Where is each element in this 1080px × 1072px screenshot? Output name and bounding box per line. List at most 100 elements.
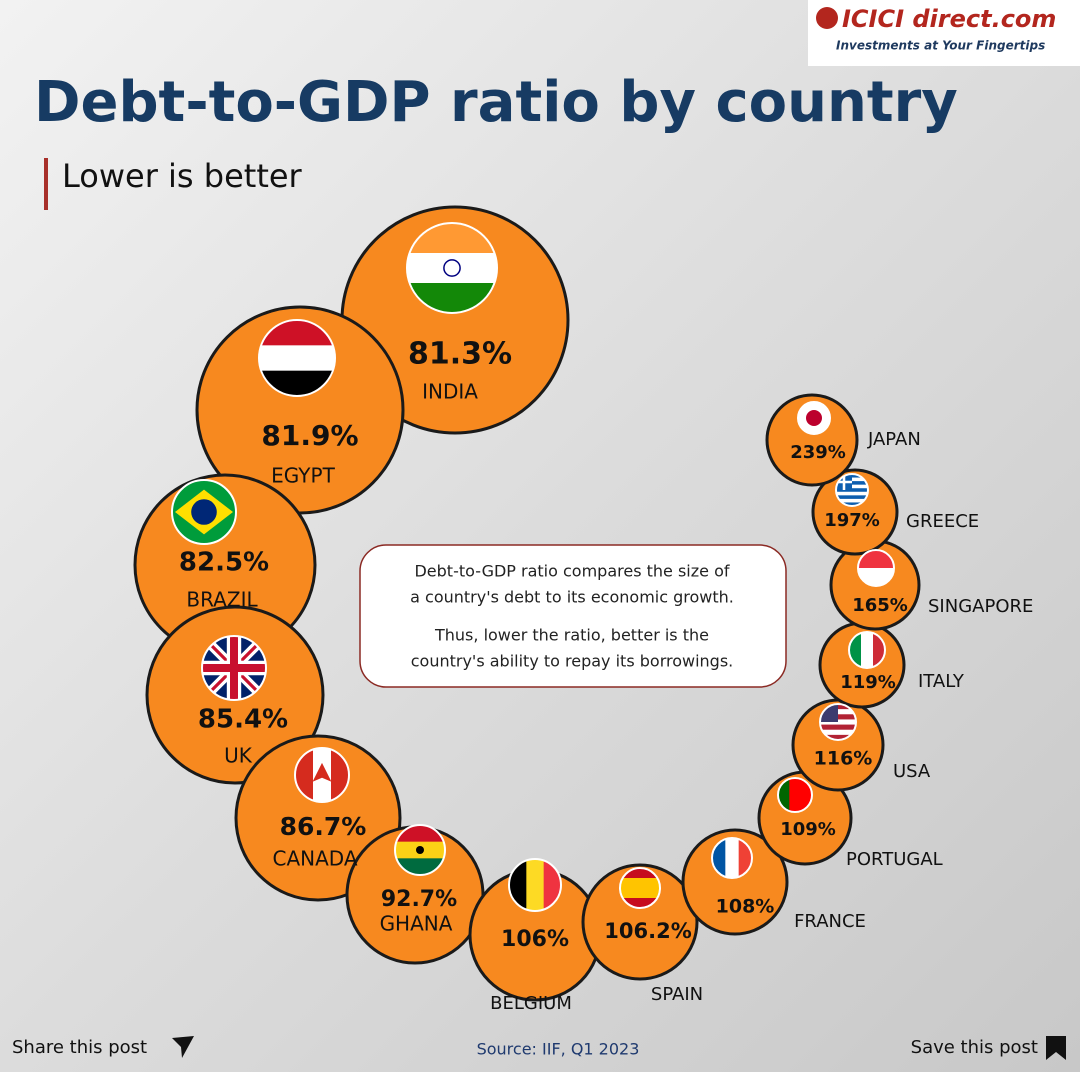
flag-stripe xyxy=(820,719,856,726)
flag-stripe xyxy=(836,495,868,500)
flag-stripe xyxy=(836,498,868,503)
bubbles: 81.3% INDIA 81.9% EGYPT 82.5% BRAZIL 85.4% UK 86… xyxy=(133,205,1033,1014)
flag-stripe xyxy=(620,888,660,899)
country-value: 106.2% xyxy=(604,919,691,943)
flag-stripe xyxy=(789,778,802,812)
country-value: 86.7% xyxy=(280,812,367,841)
country-name: GHANA xyxy=(380,912,453,936)
save-button[interactable]: Save this post xyxy=(911,1037,1038,1058)
country-value: 108% xyxy=(716,896,775,918)
country-name: USA xyxy=(893,761,931,782)
bubble xyxy=(581,863,699,981)
flag-stripe xyxy=(407,253,497,284)
source: Source: IIF, Q1 2023 xyxy=(477,1040,640,1059)
brand-logo xyxy=(816,7,838,29)
country-value: 92.7% xyxy=(381,887,457,912)
country-name: JAPAN xyxy=(867,429,921,450)
country-value: 82.5% xyxy=(179,548,269,578)
country-name: FRANCE xyxy=(794,911,866,932)
flag-border xyxy=(835,473,869,507)
flag-emblem xyxy=(416,846,424,854)
note-line: Thus, lower the ratio, better is the xyxy=(434,626,709,645)
flag-stripe xyxy=(836,491,868,496)
flag-border xyxy=(394,824,446,876)
country-name: CANADA xyxy=(272,847,357,871)
country-value: 85.4% xyxy=(198,705,288,735)
note-box xyxy=(359,544,787,688)
flag-border xyxy=(201,635,267,701)
brand-box xyxy=(808,0,1080,66)
bubble xyxy=(681,828,789,936)
country-name: ITALY xyxy=(918,671,965,692)
share-button[interactable]: Share this post xyxy=(12,1037,147,1058)
subtitle: Lower is better xyxy=(62,157,303,195)
flag-border xyxy=(508,858,562,912)
country-name: BRAZIL xyxy=(186,588,258,612)
country-name: BELGIUM xyxy=(490,993,572,1014)
flag-border xyxy=(777,777,813,813)
flag xyxy=(259,320,335,396)
country-name: EGYPT xyxy=(271,464,335,488)
subtitle-bar xyxy=(44,158,48,210)
flag-stripe xyxy=(620,898,660,908)
country-value: 81.9% xyxy=(261,419,358,452)
save-icon[interactable] xyxy=(1046,1036,1066,1060)
flag-stripe xyxy=(526,859,545,911)
country-value: 109% xyxy=(780,819,836,840)
flag xyxy=(778,778,812,812)
bubble xyxy=(765,393,859,487)
country-name: GREECE xyxy=(906,511,979,532)
flag-stripe xyxy=(820,729,856,736)
flag-sun xyxy=(806,410,822,426)
flag-stripe xyxy=(836,488,868,493)
note-line: Debt-to-GDP ratio compares the size of xyxy=(414,562,729,581)
country-value: 116% xyxy=(814,748,873,770)
flag-border xyxy=(857,549,895,587)
flag-border xyxy=(797,401,831,435)
country-value: 81.3% xyxy=(408,337,512,372)
flag-cross xyxy=(202,636,266,700)
note-line: country's ability to repay its borrowing… xyxy=(411,652,734,671)
title: Debt-to-GDP ratio by country xyxy=(34,70,958,135)
flag-stripe xyxy=(778,778,790,812)
flag-stripe xyxy=(620,868,660,879)
country-name: UK xyxy=(224,744,253,768)
flag-border xyxy=(258,319,336,397)
flag-stripe xyxy=(861,632,874,668)
country-value: 165% xyxy=(852,595,908,616)
country-value: 106% xyxy=(501,927,569,952)
flag-stripe xyxy=(259,345,335,372)
flag-border xyxy=(619,867,661,909)
flag-stripe xyxy=(620,878,660,889)
brand-tagline: Investments at Your Fingertips xyxy=(836,39,1045,53)
flag-border xyxy=(819,703,857,741)
note-line: a country's debt to its economic growth. xyxy=(410,588,734,607)
flag-globe xyxy=(191,499,217,525)
flag-border xyxy=(171,479,237,545)
flag-stripe xyxy=(858,550,894,569)
country-name: PORTUGAL xyxy=(846,849,943,870)
brand-name: ICICI direct.com xyxy=(842,5,1056,33)
flag-stripe xyxy=(800,778,812,812)
flag xyxy=(858,550,894,586)
flag-border xyxy=(711,837,753,879)
flag-border xyxy=(848,631,886,669)
flag-stripe xyxy=(858,568,894,586)
flag xyxy=(620,868,660,908)
flag-border xyxy=(294,747,350,803)
flag-stripe xyxy=(820,734,856,740)
flag-emblem xyxy=(312,762,332,782)
flag-border xyxy=(406,222,498,314)
country-value: 119% xyxy=(840,672,896,693)
country-name: INDIA xyxy=(422,380,478,404)
country-value: 239% xyxy=(790,442,846,463)
flag xyxy=(202,636,266,700)
share-icon[interactable] xyxy=(172,1036,194,1058)
bubble xyxy=(811,468,899,556)
flag-stripe xyxy=(836,502,868,506)
flag-emblem xyxy=(443,259,461,277)
country-name: SINGAPORE xyxy=(928,596,1033,617)
flag-stripe xyxy=(725,838,740,878)
flag-stripe xyxy=(820,724,856,731)
